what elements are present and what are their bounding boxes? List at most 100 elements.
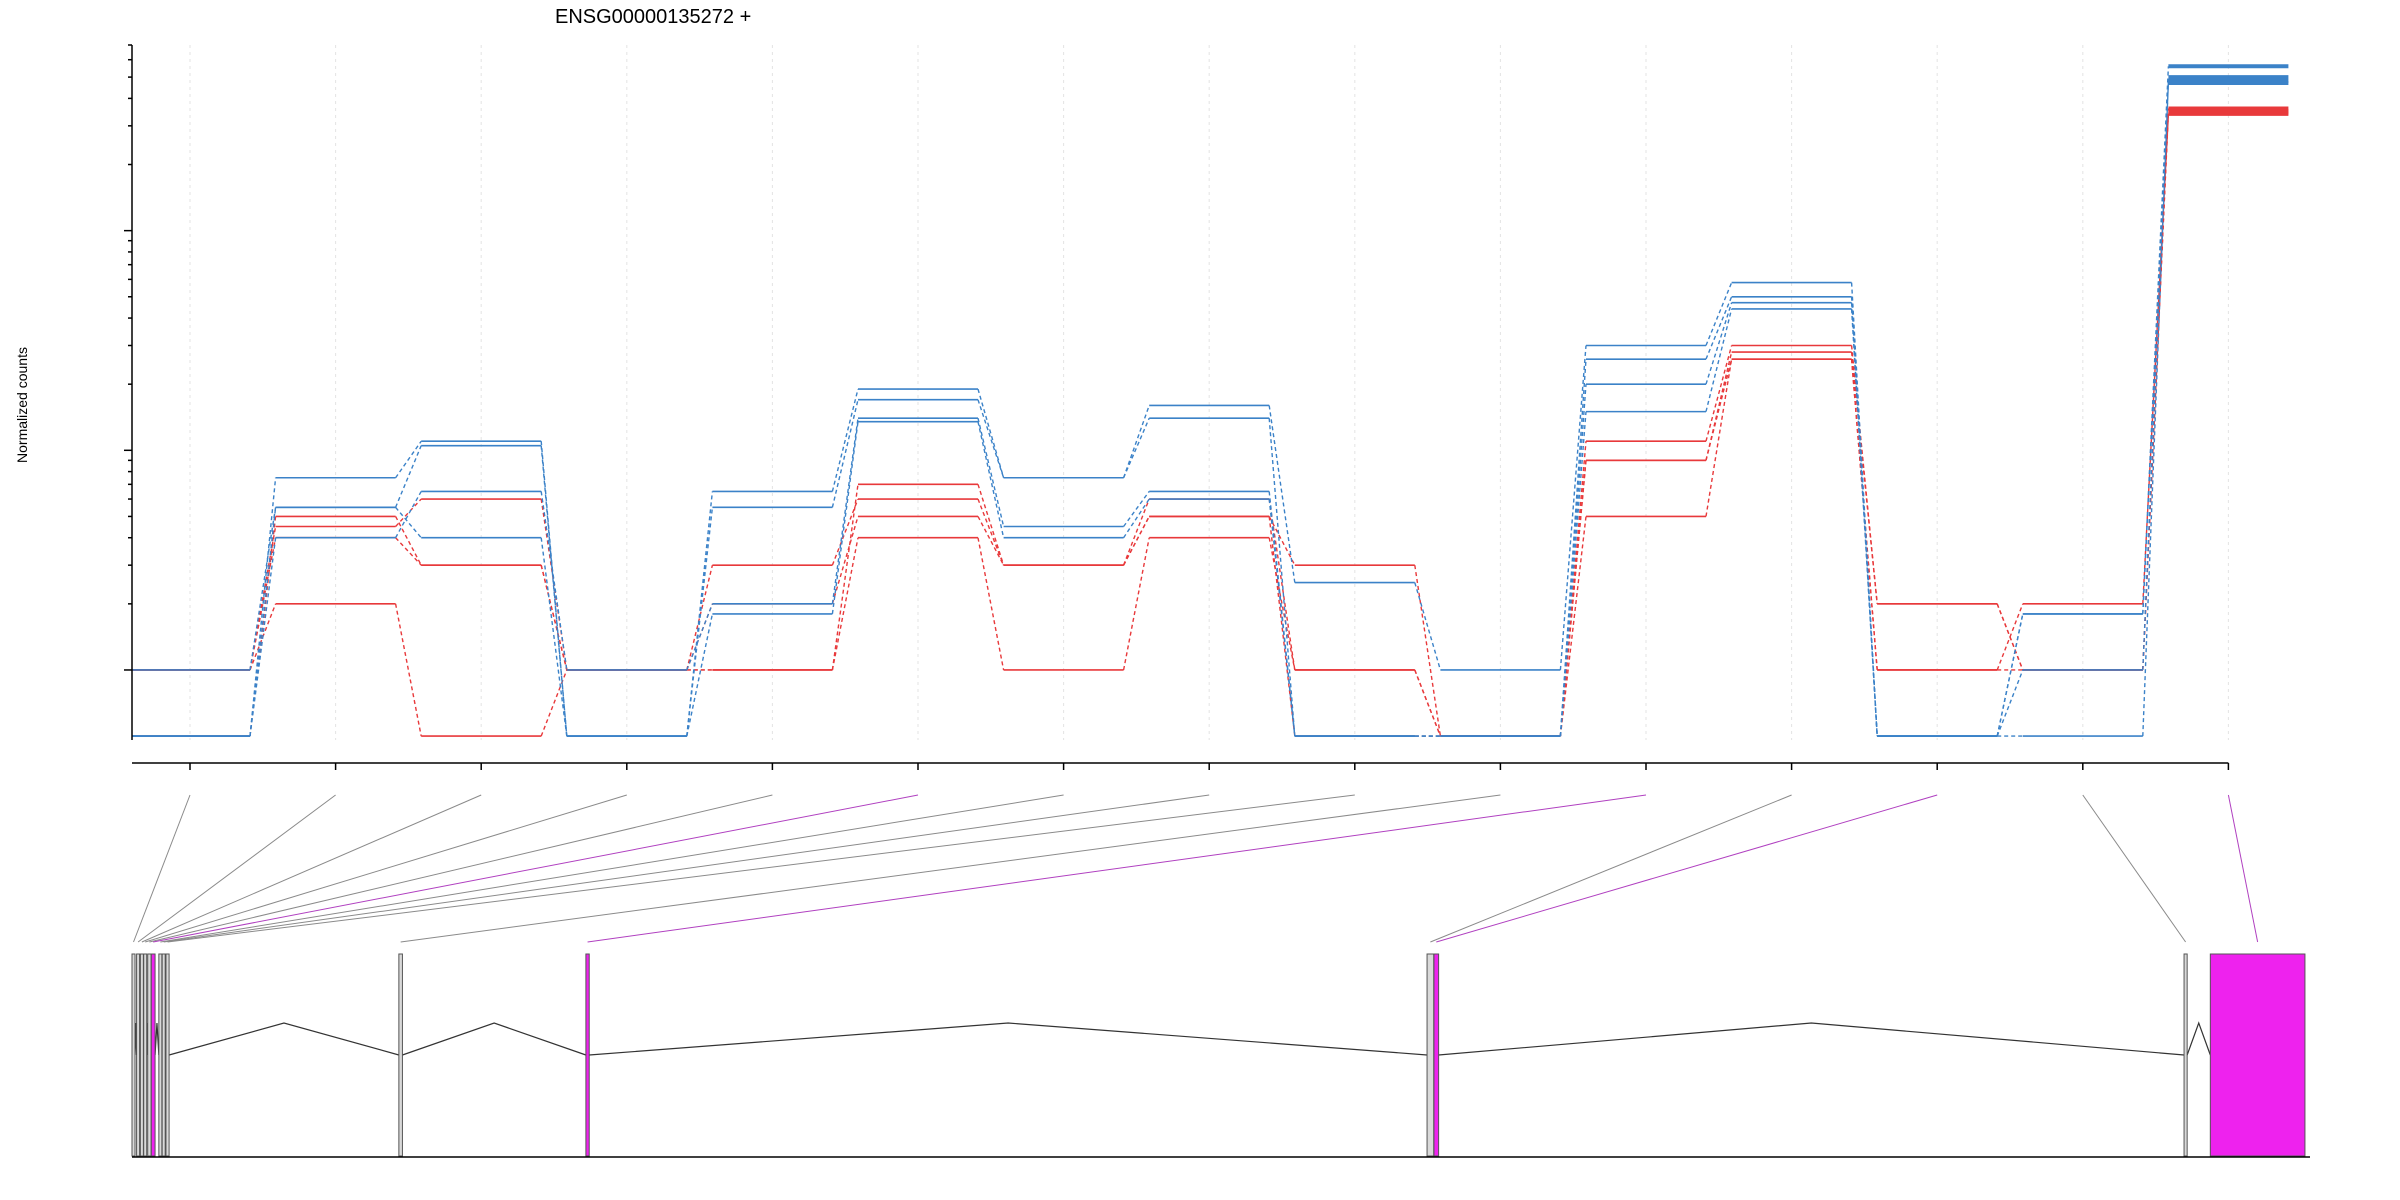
exon-block [158,953,163,1157]
exon-link-segment [686,491,714,737]
exon-link-segment [1705,282,1733,346]
exon-link-segment [1996,669,2024,737]
exon-link-segment [540,565,568,671]
series-line [132,106,2289,737]
exon-link-segment [249,507,277,737]
exon-link-segment [394,516,422,566]
exon-connector-line [1430,794,1792,943]
exon-link-segment [1559,411,1587,737]
exon-link-segment [1996,603,2024,671]
exon-link-segment [831,399,859,508]
series-lines [132,64,2289,737]
exon-link-segment [540,537,568,737]
exon-connector-line [137,794,336,943]
intron-line [168,1022,400,1056]
exon-link-segment [1705,302,1733,385]
exon-block [136,953,141,1157]
exon-connector-line [400,794,1501,943]
series-line [132,109,2289,737]
series-line [132,64,2289,737]
exon-connector-line [145,794,627,943]
exon-connectors [133,794,2259,943]
exon-link-segment [1996,613,2024,737]
exon-link-segment [2142,82,2170,614]
exon-link-segment [395,537,422,566]
exon-block [147,953,152,1157]
intron-line [154,1022,160,1056]
exon-link-segment [1559,345,1587,671]
exon-link-segment [1705,351,1733,461]
exon-link-segment [977,484,1005,566]
exon-connector-line [587,794,1647,943]
exon-link-segment [540,491,568,671]
exon-link-segment [1705,358,1733,461]
exon-link-segment [394,491,422,539]
exon-link-segment [1414,582,1442,671]
exon-block [2209,953,2306,1157]
exon-block [1426,953,1435,1157]
exon-block [161,953,166,1157]
x-grid [189,45,2229,740]
exon-link-segment [1122,537,1150,671]
exon-link-segment [977,418,1005,527]
exon-link-segment [831,388,859,492]
series-line [132,78,2289,737]
exon-link-segment [1414,669,1442,737]
y-axis-label: Normalized counts [14,347,30,463]
exon-link-segment [395,440,422,479]
exon-link-segment [249,537,277,671]
axes [124,44,2230,770]
exon-link-segment [977,516,1005,566]
exon-link-segment [686,565,714,671]
gene-model [131,953,2306,1157]
exon-connector-line [163,794,1210,943]
exon-link-segment [977,421,1005,538]
exon-link-segment [1414,565,1442,737]
intron-line [589,1022,1428,1056]
exon-link-segment [1268,418,1296,737]
intron-line [402,1022,587,1056]
exon-link-segment [1850,352,1878,604]
exon-link-segment [1705,308,1733,412]
exon-link-segment [1268,516,1296,737]
exon-link-segment [831,418,859,604]
exon-connector-line [2227,794,2259,943]
series-line [132,81,2289,737]
chart-title: ENSG00000135272 + [555,6,751,28]
exon-block [398,953,403,1157]
series-line [132,111,2289,737]
exon-block [2183,953,2188,1157]
exon-link-segment [977,498,1005,566]
exon-link-segment [1268,537,1296,671]
exon-link-segment [1850,308,1878,737]
exon-link-segment [977,537,1005,671]
series-line [132,75,2289,737]
exon-link-segment [1705,359,1733,517]
exon-link-segment [1123,490,1150,527]
exon-connector-line [167,794,1355,943]
exon-link-segment [1122,498,1150,566]
exon-connector-line [153,794,919,943]
exon-link-segment [394,603,422,737]
exon-connector-line [141,794,482,943]
exon-connector-line [133,794,191,943]
exon-link-segment [1122,417,1150,479]
intron-line [1438,1022,2185,1056]
exon-link-segment [686,613,714,737]
exon-link-segment [540,669,568,737]
exon-link-segment [1850,296,1878,737]
exon-link-segment [249,516,277,737]
intron-line [2186,1021,2211,1056]
exon-link-segment [831,421,859,614]
exon-link-segment [831,484,859,671]
exon-link-segment [1705,296,1733,360]
exon-connector-line [2082,794,2187,943]
exon-link-segment [831,498,859,566]
exon-connector-line [149,794,773,943]
exon-link-segment [1122,405,1150,478]
exon-link-segment [1122,516,1150,566]
exon-block [165,953,170,1157]
exon-block [585,953,590,1157]
exon-block [150,953,156,1157]
